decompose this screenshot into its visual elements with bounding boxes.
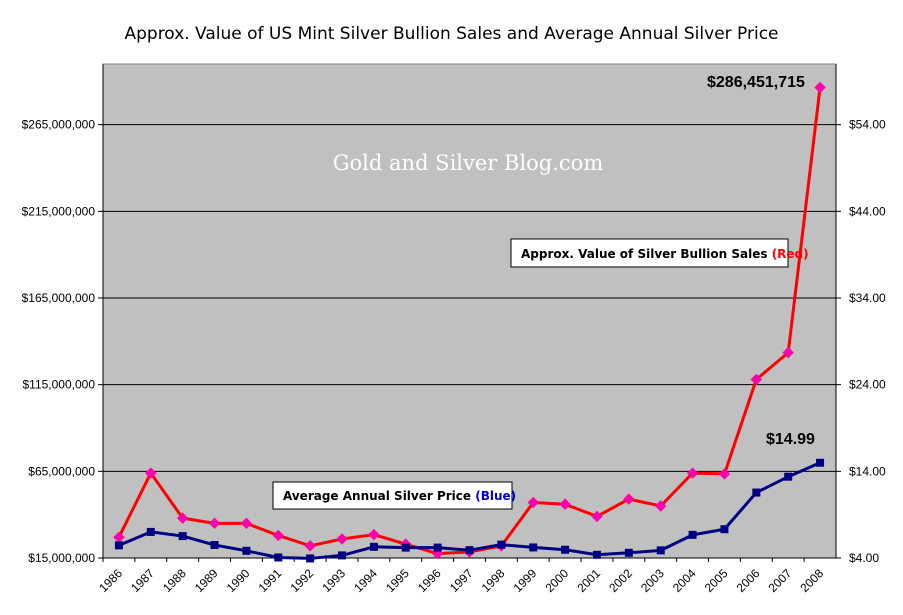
legend-blue-suffix: (Blue) [475,489,516,503]
data-point-square [465,546,474,555]
data-point-square [688,530,697,539]
data-point-diamond [623,493,635,505]
left-tick-label: $215,000,000 [22,204,96,218]
left-tick-label: $265,000,000 [22,118,96,132]
data-point-diamond [591,510,603,523]
x-tick-label: 2008 [797,566,826,595]
data-point-diamond [527,496,539,509]
svg-text:Average Annual Silver Price (B: Average Annual Silver Price (Blue) [283,489,516,503]
left-tick-label: $65,000,000 [28,464,95,478]
right-axis-ticks: $4.00 $14.00 $24.00 $34.00 $44.00 $54.00 [836,118,886,565]
data-point-diamond [814,81,826,94]
right-tick-label: $24.00 [849,378,886,392]
x-tick-label: 2003 [638,566,667,595]
data-point-square [306,554,315,563]
data-point-diamond [718,468,731,480]
data-point-diamond [655,500,667,512]
data-point-diamond [208,517,221,530]
data-point-square [592,550,601,559]
legend-blue: Average Annual Silver Price (Blue) [272,481,516,510]
x-tick-label: 1991 [256,566,285,595]
x-tick-label: 1998 [479,566,508,595]
data-point-diamond [145,467,157,479]
legend-red-text: Approx. Value of Silver Bullion Sales [521,247,772,261]
data-point-square [274,553,283,562]
x-tick-label: 1988 [160,566,189,595]
watermark: Gold and Silver Blog.com [333,151,604,175]
data-point-diamond [686,467,699,479]
data-point-square [561,545,570,554]
x-tick-label: 1992 [287,566,316,595]
left-tick-label: $115,000,000 [22,378,95,392]
x-tick-label: 1993 [319,566,348,595]
series-silver-price [114,458,825,563]
right-tick-label: $44.00 [849,204,886,218]
x-tick-label: 1989 [192,566,221,595]
x-tick-label: 1996 [415,566,444,595]
legend-blue-text: Average Annual Silver Price [283,489,475,503]
annotation-red-max: $286,451,715 [707,74,805,91]
x-axis-ticks: 1986 1987 1988 1989 1990 1991 1992 1993 1994 1995… [96,558,826,595]
data-point-diamond [368,528,380,541]
left-axis-ticks: $15,000,000 $65,000,000 $115,000,000 $165,0… [22,118,103,565]
data-point-square [401,543,410,552]
chart-title: Approx. Value of US Mint Silver Bullion … [124,24,779,44]
x-tick-label: 1999 [511,566,540,595]
data-point-square [210,541,219,549]
data-point-square [720,525,729,534]
x-tick-label: 1994 [351,566,380,595]
x-tick-label: 2007 [766,566,795,595]
x-tick-label: 2001 [574,566,603,595]
data-point-square [242,546,251,555]
gridlines [103,124,836,472]
data-point-square [752,488,761,497]
right-tick-label: $14.00 [849,464,886,478]
data-point-square [816,458,825,467]
data-point-square [497,540,506,549]
x-tick-label: 1990 [224,566,253,595]
data-point-diamond [176,512,189,524]
right-tick-label: $54.00 [849,118,886,132]
data-point-square [114,541,123,550]
data-point-diamond [336,533,348,545]
data-point-square [146,527,155,536]
x-tick-label: 2002 [606,566,635,595]
data-point-diamond [559,498,571,510]
data-point-square [338,551,347,560]
legend-red: Approx. Value of Silver Bullion Sales (R… [510,238,809,268]
x-tick-label: 2004 [670,566,699,595]
left-tick-label: $165,000,000 [22,291,96,305]
svg-text:Approx. Value of Silver Bullio: Approx. Value of Silver Bullion Sales (R… [521,247,809,261]
data-point-diamond [240,517,253,530]
data-point-diamond [782,346,794,359]
annotation-blue-max: $14.99 [766,431,815,448]
x-tick-label: 2000 [542,566,571,595]
legend-red-suffix: (Red) [772,247,809,261]
x-tick-label: 1986 [96,566,125,595]
data-point-diamond [750,373,763,386]
x-tick-label: 2006 [734,566,763,595]
x-tick-label: 1997 [447,566,476,595]
data-point-square [656,546,665,555]
x-tick-label: 2005 [702,566,731,595]
x-tick-label: 1987 [128,566,157,595]
data-point-square [433,543,442,552]
data-point-diamond [272,529,284,542]
x-tick-label: 1995 [383,566,412,595]
data-point-square [529,543,538,552]
left-tick-label: $15,000,000 [28,551,95,565]
data-point-square [369,542,378,551]
right-tick-label: $34.00 [849,291,886,305]
data-point-square [784,472,793,481]
data-point-square [178,532,187,541]
data-point-diamond [304,540,316,552]
right-tick-label: $4.00 [849,551,879,565]
axes [102,64,837,559]
data-point-square [624,548,633,557]
